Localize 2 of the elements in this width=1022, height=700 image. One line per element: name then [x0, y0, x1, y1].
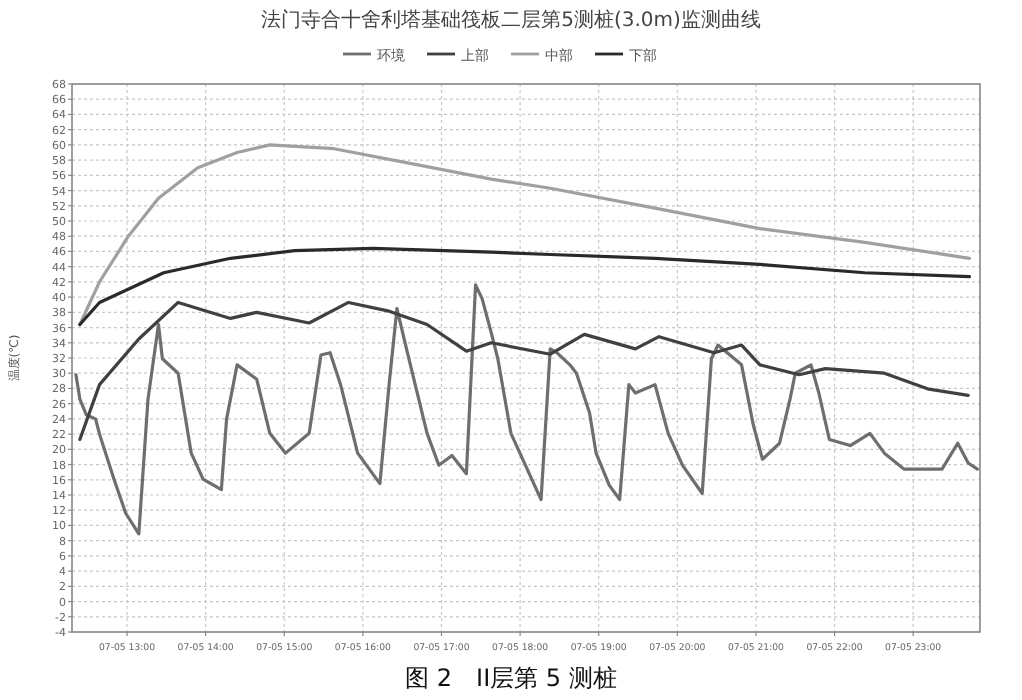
caption: 图 2 II层第 5 测桩 — [405, 664, 617, 692]
chart-title: 法门寺合十舍利塔基础筏板二层第5测桩(3.0m)监测曲线 — [261, 8, 761, 32]
